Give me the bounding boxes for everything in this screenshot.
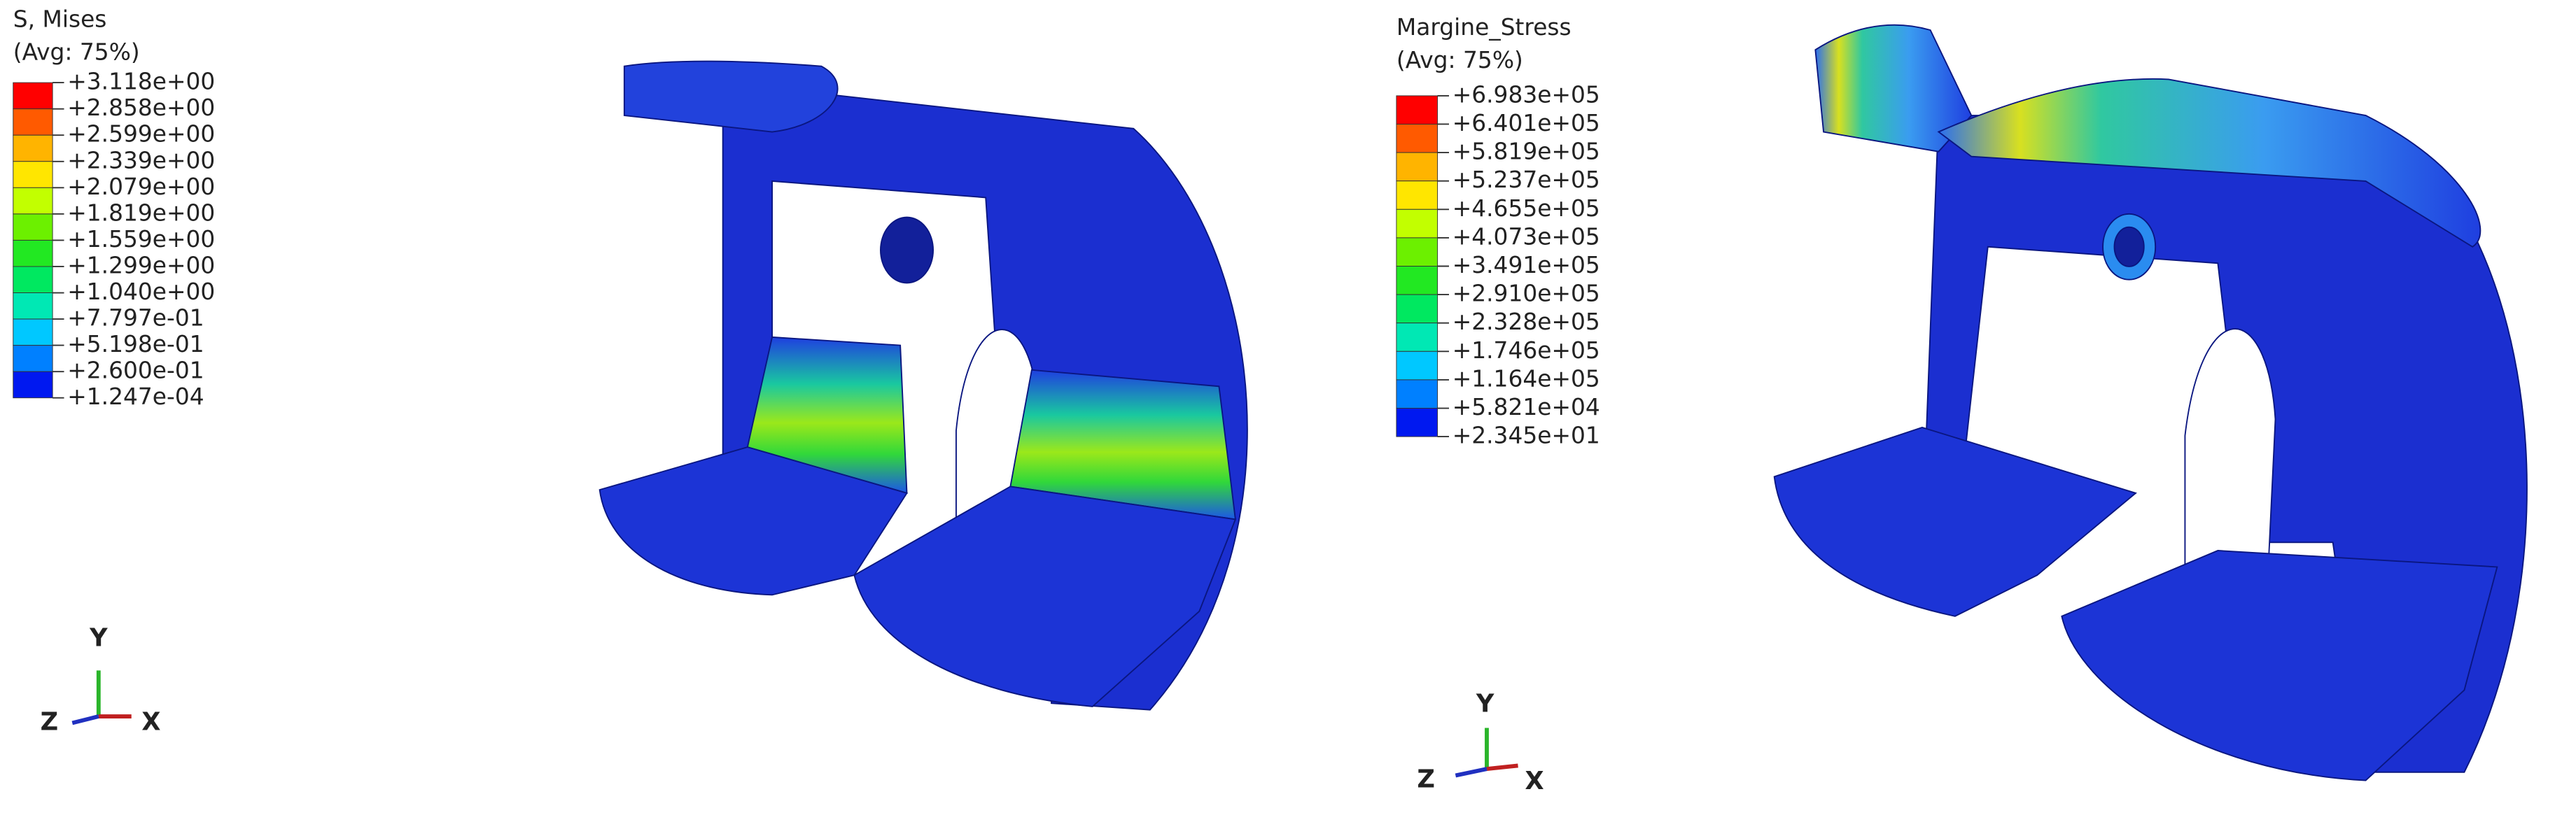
legend-swatch [13, 134, 53, 162]
axis-label: Z [41, 707, 59, 736]
legend-swatch [13, 318, 53, 346]
legend-label: +5.237e+05 [1452, 166, 1600, 193]
legend-label: +5.198e-01 [67, 331, 204, 357]
left-triad: Y Z X [41, 624, 161, 737]
legend-label: +2.328e+05 [1452, 309, 1600, 335]
legend-swatch [1396, 266, 1438, 295]
legend-swatch [1396, 408, 1438, 437]
legend-label: +1.819e+00 [67, 199, 215, 226]
legend-label: +4.073e+05 [1452, 223, 1600, 250]
legend-label: +3.118e+00 [67, 69, 215, 95]
legend-label: +2.600e-01 [67, 357, 204, 384]
legend-swatch [1396, 323, 1438, 352]
arch [2184, 328, 2276, 593]
legend-label: +2.345e+01 [1452, 423, 1600, 449]
legend-swatch [13, 292, 53, 320]
legend-swatch [13, 108, 53, 136]
legend-swatch [1396, 152, 1438, 182]
lug [1814, 24, 1973, 153]
legend-label: +6.983e+05 [1452, 81, 1600, 108]
legend-swatch [13, 239, 53, 267]
legend-swatch [1396, 294, 1438, 324]
foot [2061, 550, 2498, 781]
left-model [598, 60, 1248, 711]
legend-label: +1.746e+05 [1452, 337, 1600, 364]
legend-title: Margine_Stress [1396, 14, 1572, 41]
foot [1773, 426, 2137, 617]
legend-label: +2.339e+00 [67, 147, 215, 173]
legend-swatch [1396, 237, 1438, 267]
legend-swatch [13, 213, 53, 241]
legend-title: S, Mises [13, 6, 107, 32]
legend-swatch [13, 82, 53, 110]
axis-label: Y [1476, 690, 1494, 718]
legend-swatch [13, 161, 53, 188]
legend-swatch [1396, 180, 1438, 210]
legend-swatch [13, 266, 53, 293]
legend-label: +5.819e+05 [1452, 139, 1600, 165]
legend-label: +2.079e+00 [67, 173, 215, 200]
legend-label: +4.655e+05 [1452, 195, 1600, 222]
legend-swatch [13, 371, 53, 399]
right-model [1773, 24, 2528, 781]
axis-label: X [1525, 767, 1544, 795]
legend-swatch [13, 345, 53, 372]
legend-label: +2.599e+00 [67, 121, 215, 148]
hole [2113, 226, 2145, 267]
legend-label: +1.559e+00 [67, 226, 215, 253]
legend-label: +2.910e+05 [1452, 281, 1600, 307]
legend-label: +1.299e+00 [67, 252, 215, 278]
legend-label: +1.164e+05 [1452, 365, 1600, 392]
legend-label: +5.821e+04 [1452, 394, 1600, 420]
top-plate [1937, 78, 2482, 248]
legend-label: +2.858e+00 [67, 94, 215, 121]
legend-label: +1.040e+00 [67, 278, 215, 305]
axis-label: X [141, 707, 160, 736]
hole [880, 216, 934, 284]
foot [853, 486, 1237, 707]
axis-label: Y [89, 624, 108, 653]
legend-swatch [1396, 350, 1438, 381]
right-triad: Y Z X [1417, 690, 1544, 795]
legend-label: +3.491e+05 [1452, 252, 1600, 278]
legend-subtitle: (Avg: 75%) [1396, 47, 1523, 73]
legend-swatch [1396, 379, 1438, 409]
foot [598, 446, 908, 596]
axis-label: Z [1417, 765, 1435, 794]
legend-label: +1.247e-04 [67, 383, 204, 410]
legend-swatch [13, 187, 53, 215]
legend-label: +7.797e-01 [67, 305, 204, 332]
legend-swatch [1396, 208, 1438, 239]
legend-swatch [1396, 124, 1438, 153]
legend-label: +6.401e+05 [1452, 110, 1600, 136]
legend-subtitle: (Avg: 75%) [13, 38, 140, 65]
lug [623, 60, 839, 133]
legend-swatch [1396, 95, 1438, 125]
